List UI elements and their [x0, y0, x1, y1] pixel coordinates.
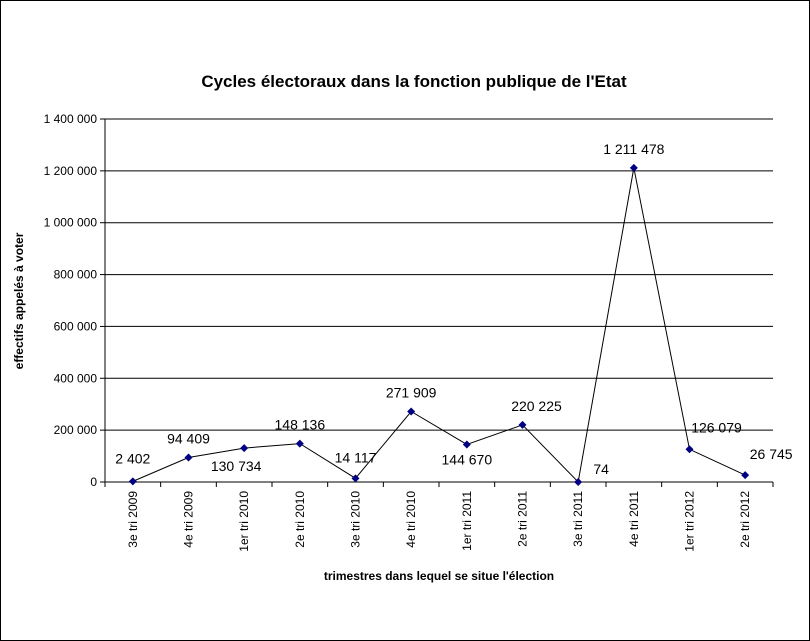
- x-tick-label: 4e tri 2011: [627, 491, 641, 547]
- data-label: 74: [593, 461, 609, 477]
- data-point: [629, 163, 638, 172]
- data-label: 26 745: [750, 446, 793, 462]
- x-tick-label: 3e tri 2009: [126, 491, 140, 548]
- data-point: [295, 439, 304, 448]
- data-label: 14 117: [335, 449, 377, 465]
- y-tick-label: 1 000 000: [44, 216, 98, 230]
- data-label: 220 225: [511, 398, 562, 414]
- y-axis-label: effectifs appelés à voter: [12, 232, 26, 369]
- y-tick-label: 0: [90, 475, 97, 489]
- data-point: [240, 444, 249, 453]
- data-point: [741, 471, 750, 480]
- data-point: [518, 420, 527, 429]
- x-tick-label: 3e tri 2011: [571, 491, 585, 547]
- chart-title: Cycles électoraux dans la fonction publi…: [201, 72, 627, 91]
- x-tick-label: 1er tri 2012: [683, 491, 697, 552]
- data-label: 1 211 478: [603, 141, 664, 157]
- x-tick-label: 4e tri 2010: [404, 491, 418, 548]
- y-tick-label: 400 000: [54, 371, 98, 385]
- data-point: [128, 477, 137, 486]
- data-point: [462, 440, 471, 449]
- data-label: 271 909: [386, 384, 437, 400]
- y-tick-label: 800 000: [54, 268, 98, 282]
- x-tick-label: 4e tri 2009: [182, 491, 196, 548]
- x-tick-label: 2e tri 2010: [293, 491, 307, 548]
- x-tick-label: 3e tri 2010: [349, 491, 363, 548]
- x-tick-label: 2e tri 2012: [738, 491, 752, 548]
- y-tick-label: 1 200 000: [44, 164, 98, 178]
- data-label: 126 079: [691, 419, 742, 435]
- data-point: [685, 445, 694, 454]
- y-tick-label: 600 000: [54, 319, 98, 333]
- data-point: [407, 407, 416, 416]
- data-point: [351, 474, 360, 483]
- x-tick-label: 2e tri 2011: [516, 491, 530, 547]
- y-tick-label: 200 000: [54, 423, 98, 437]
- x-tick-label: 1er tri 2010: [237, 491, 251, 552]
- x-axis-label: trimestres dans lequel se situe l'électi…: [324, 569, 554, 583]
- data-label: 148 136: [275, 417, 326, 433]
- x-tick-label: 1er tri 2011: [460, 491, 474, 551]
- data-label: 144 670: [442, 451, 493, 467]
- data-point: [574, 477, 583, 486]
- data-label: 94 409: [167, 431, 210, 447]
- data-point: [184, 453, 193, 462]
- y-tick-label: 1 400 000: [44, 112, 98, 126]
- data-label: 2 402: [115, 450, 150, 466]
- data-label: 130 734: [211, 458, 262, 474]
- series-line: [132, 167, 746, 484]
